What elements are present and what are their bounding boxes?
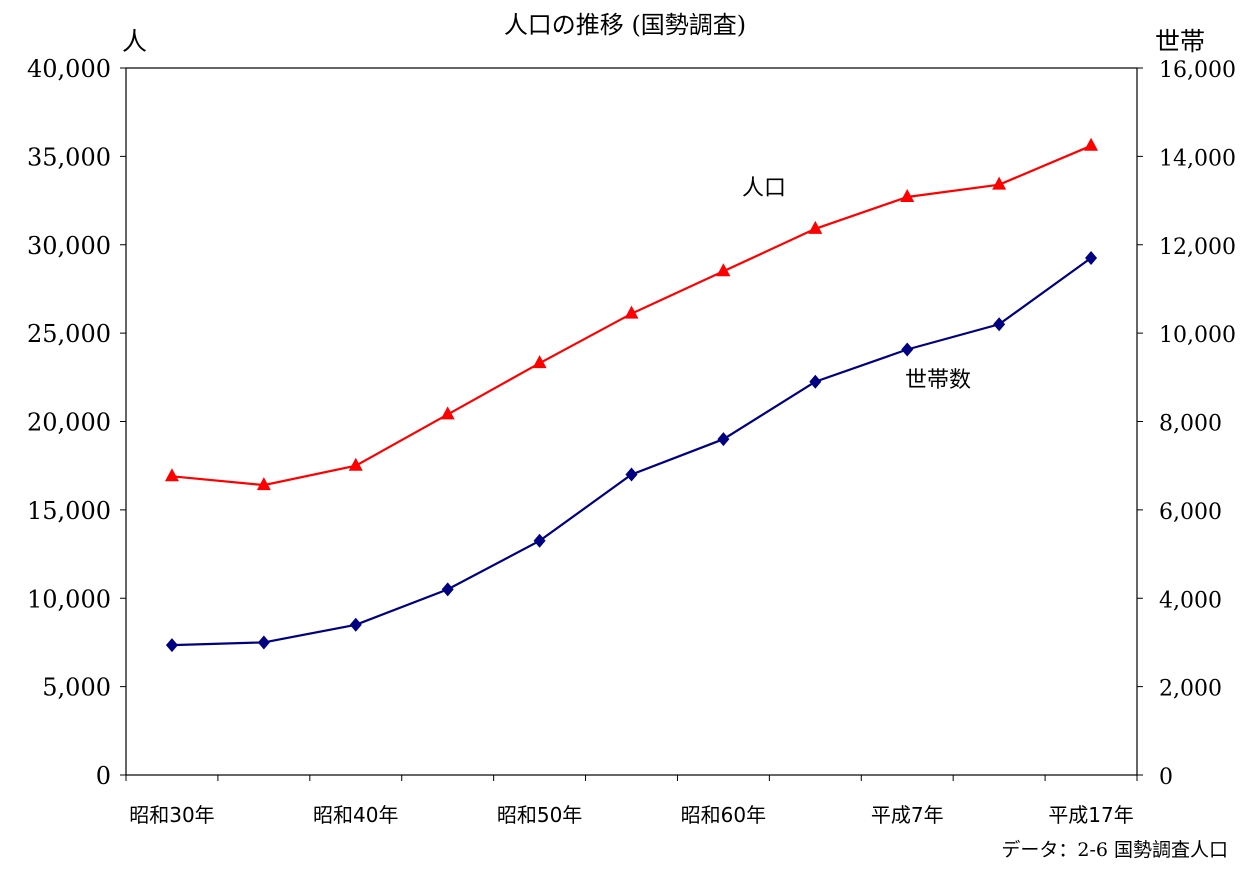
right-axis-tick-label: 2,000 xyxy=(1159,677,1222,702)
source-note: データ：2-6 国勢調査人口 xyxy=(1001,839,1228,861)
series-point-population xyxy=(900,189,915,203)
left-axis-tick-label: 0 xyxy=(96,762,111,790)
left-axis-tick-label: 20,000 xyxy=(27,409,111,437)
series-point-population xyxy=(1084,137,1099,151)
series-point-households xyxy=(533,533,546,548)
x-axis-tick-label: 平成7年 xyxy=(871,803,944,827)
series-point-population xyxy=(348,457,363,471)
series-point-households xyxy=(257,635,270,650)
right-axis-tick-label: 4,000 xyxy=(1159,588,1222,613)
chart-title: 人口の推移 (国勢調査) xyxy=(504,11,746,39)
series-point-households xyxy=(901,342,914,357)
x-axis-tick-label: 平成17年 xyxy=(1048,803,1133,827)
series-point-households xyxy=(717,432,730,447)
series-point-population xyxy=(808,220,823,234)
left-axis-tick-label: 15,000 xyxy=(27,497,111,525)
left-axis-tick-label: 30,000 xyxy=(27,232,111,260)
right-axis-tick-label: 8,000 xyxy=(1159,412,1222,437)
x-axis-tick-label: 昭和60年 xyxy=(681,803,766,827)
series-point-population xyxy=(532,355,547,369)
series-point-households xyxy=(349,617,362,632)
left-axis-tick-label: 25,000 xyxy=(27,320,111,348)
right-axis-unit-label: 世帯 xyxy=(1155,27,1205,56)
series-label-households: 世帯数 xyxy=(905,368,971,393)
series-point-population xyxy=(164,468,179,482)
series-point-population xyxy=(440,406,455,420)
series-point-population xyxy=(624,305,639,319)
right-axis-tick-label: 6,000 xyxy=(1159,500,1222,525)
right-axis-tick-label: 16,000 xyxy=(1159,58,1236,83)
left-axis-tick-label: 40,000 xyxy=(27,55,111,83)
series-label-population: 人口 xyxy=(742,176,786,201)
left-axis-unit-label: 人 xyxy=(122,27,147,56)
series-point-households xyxy=(165,638,178,653)
right-axis-tick-label: 10,000 xyxy=(1159,323,1236,348)
right-axis-tick-label: 12,000 xyxy=(1159,235,1236,260)
x-axis-tick-label: 昭和40年 xyxy=(313,803,398,827)
series-point-households xyxy=(993,317,1006,332)
x-axis-tick-label: 昭和30年 xyxy=(129,803,214,827)
right-axis-tick-label: 0 xyxy=(1159,765,1173,790)
x-axis-tick-label: 昭和50年 xyxy=(497,803,582,827)
series-point-households xyxy=(809,374,822,389)
left-axis-tick-label: 35,000 xyxy=(27,143,111,171)
plot-area-frame xyxy=(125,67,1138,776)
series-layer xyxy=(164,137,1099,653)
x-axis: 昭和30年 昭和40年 昭和50年 昭和60年 平成7年 平成17年 xyxy=(125,775,1138,827)
series-point-households xyxy=(441,582,454,597)
series-point-population xyxy=(716,263,731,277)
series-point-population xyxy=(992,176,1007,190)
series-point-population xyxy=(256,477,271,491)
right-axis: 0 2,000 4,000 6,000 8,000 10,000 12,000 14,000 1… xyxy=(1137,58,1236,790)
series-point-households xyxy=(625,467,638,482)
series-point-households xyxy=(1085,251,1098,266)
right-axis-tick-label: 14,000 xyxy=(1159,146,1236,171)
left-axis-tick-label: 10,000 xyxy=(27,585,111,613)
left-axis: 0 5,000 10,000 15,000 20,000 25,000 30,000 35,0… xyxy=(27,55,126,790)
left-axis-tick-label: 5,000 xyxy=(42,674,111,702)
